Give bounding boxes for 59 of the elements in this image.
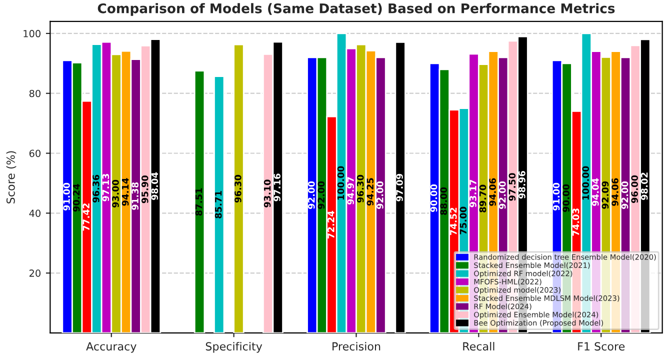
- data-label: 96.00: [631, 175, 638, 203]
- data-label: 92.00: [498, 181, 506, 209]
- data-label: 91.38: [132, 182, 138, 210]
- x-tick-label: Specificity: [206, 342, 262, 353]
- data-label: 97.16: [274, 174, 281, 202]
- data-label: 90.00: [562, 184, 570, 212]
- data-label: 94.06: [612, 178, 618, 206]
- data-label: 91.00: [63, 182, 70, 210]
- data-label: 88.00: [440, 187, 448, 215]
- y-tick-label: 80: [29, 90, 40, 98]
- x-tick-label: Accuracy: [86, 342, 136, 353]
- data-label: 93.17: [470, 180, 476, 208]
- data-label: 72.24: [328, 210, 334, 238]
- x-tick-label: F1 Score: [578, 342, 625, 351]
- data-label: 94.04: [592, 178, 599, 206]
- data-label: 94.97: [347, 177, 354, 205]
- data-label: 98.04: [151, 172, 158, 200]
- data-label: 74.52: [450, 208, 457, 236]
- bar: [233, 44, 244, 333]
- data-label: 93.00: [112, 180, 119, 208]
- data-label: 97.13: [102, 174, 110, 202]
- data-label: 91.00: [552, 182, 560, 210]
- data-label: 93.10: [264, 180, 271, 208]
- data-label: 97.09: [396, 174, 403, 202]
- data-label: 92.00: [308, 181, 315, 209]
- x-tick-label: Recall: [463, 342, 494, 351]
- y-tick-label: 60: [29, 150, 40, 158]
- data-label: 75.00: [460, 206, 467, 234]
- data-label: 98.96: [518, 170, 526, 199]
- data-label: 90.00: [430, 184, 438, 212]
- data-label: 97.50: [508, 173, 516, 201]
- data-label: 94.25: [366, 178, 374, 206]
- data-label: 94.06: [489, 178, 496, 206]
- data-label: 95.90: [141, 175, 148, 204]
- data-label: 92.00: [318, 181, 325, 209]
- data-label: 89.70: [479, 184, 486, 212]
- data-label: 87.51: [195, 188, 202, 216]
- data-label: 74.03: [572, 208, 580, 236]
- data-label: 100.00: [337, 166, 344, 200]
- data-label: 90.24: [72, 184, 80, 212]
- chart-title: Comparison of Models (Same Dataset) Based on Performance Metrics: [98, 3, 615, 16]
- data-label: 96.36: [92, 174, 100, 202]
- data-label: 96.30: [234, 174, 242, 203]
- data-label: 77.42: [82, 204, 90, 231]
- y-tick-label: 100: [24, 30, 40, 38]
- y-tick-label: 40: [29, 210, 40, 217]
- x-tick-label: Precision: [332, 342, 380, 351]
- y-tick-label: 20: [29, 270, 40, 277]
- data-label: 98.02: [640, 172, 648, 200]
- data-label: 92.09: [602, 181, 609, 209]
- data-label: 92.00: [621, 181, 628, 209]
- bar: [214, 76, 225, 333]
- data-label: 94.14: [122, 178, 129, 206]
- data-label: 85.71: [214, 190, 222, 218]
- data-label: 100.00: [582, 166, 590, 200]
- bar: [194, 70, 206, 333]
- data-label: 92.00: [376, 181, 384, 209]
- y-axis-title: Score (%): [6, 151, 16, 204]
- data-label: 96.30: [356, 174, 364, 203]
